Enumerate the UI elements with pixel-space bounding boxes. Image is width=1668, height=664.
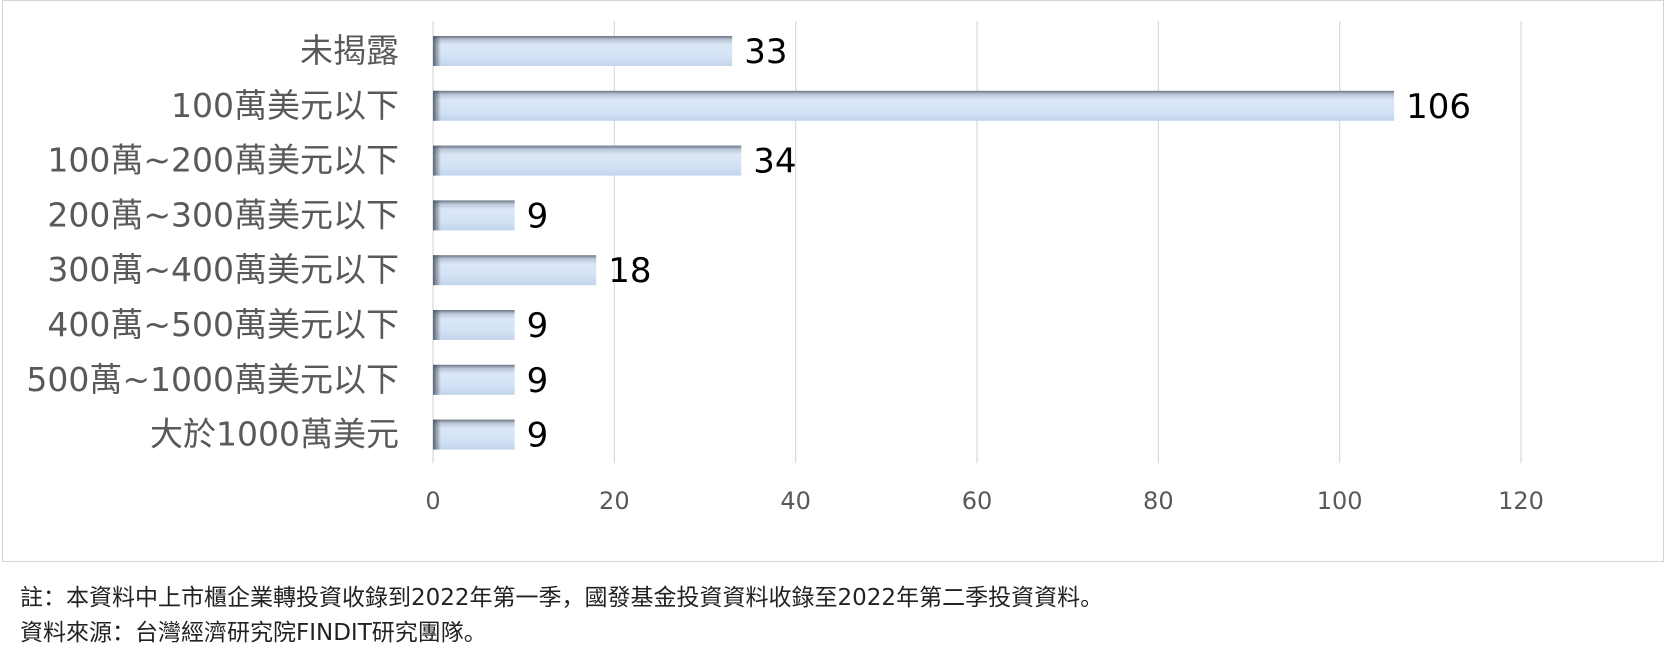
data-label: 18 [608, 251, 651, 291]
bar-edge-shadow [433, 310, 441, 340]
bar [433, 364, 515, 395]
bar-edge-shadow [433, 90, 441, 121]
category-label: 100萬美元以下 [171, 86, 399, 125]
bar [433, 36, 733, 66]
chart-frame: 0 20 40 60 80 100 120 未揭露 33 100萬美元以下 106 100萬~200萬… [2, 0, 1664, 562]
bar [433, 419, 515, 450]
x-tick-label: 120 [1498, 487, 1544, 515]
bar-edge-shadow [433, 255, 441, 286]
data-label: 9 [527, 196, 549, 236]
category-label: 400萬~500萬美元以下 [47, 305, 399, 344]
category-label: 300萬~400萬美元以下 [47, 250, 399, 289]
x-tick-label: 0 [425, 487, 440, 515]
data-label: 33 [744, 32, 787, 72]
bar [433, 145, 742, 176]
bars [433, 36, 1395, 450]
footnote: 註：本資料中上市櫃企業轉投資收錄到2022年第一季，國發基金投資資料收錄至202… [20, 585, 1104, 611]
x-tick-label: 40 [780, 487, 811, 515]
x-tick-label: 80 [1143, 487, 1174, 515]
bar-edge-shadow [433, 145, 441, 176]
bar [433, 200, 515, 231]
category-label: 200萬~300萬美元以下 [47, 195, 399, 234]
category-label: 100萬~200萬美元以下 [47, 141, 399, 180]
category-label: 大於1000萬美元 [150, 415, 399, 454]
data-label: 9 [527, 416, 549, 456]
data-label: 9 [527, 306, 549, 346]
category-label: 未揭露 [300, 31, 399, 70]
bar-edge-shadow [433, 364, 441, 395]
data-label: 9 [527, 361, 549, 401]
x-tick-label: 20 [599, 487, 630, 515]
bar-edge-shadow [433, 200, 441, 231]
bar [433, 255, 597, 286]
gridlines [432, 21, 1522, 463]
bar-edge-shadow [433, 36, 441, 66]
x-tick-label: 60 [962, 487, 993, 515]
bar-edge-shadow [433, 419, 441, 450]
data-label: 34 [753, 142, 796, 182]
bar [433, 310, 515, 340]
x-tick-label: 100 [1317, 487, 1363, 515]
category-label: 500萬~1000萬美元以下 [26, 360, 399, 399]
bar [433, 90, 1395, 121]
labels: 0 20 40 60 80 100 120 未揭露 33 100萬美元以下 106 100萬~200萬… [26, 31, 1544, 515]
source-note: 資料來源：台灣經濟研究院FINDIT研究團隊。 [20, 620, 487, 646]
data-label: 106 [1406, 87, 1471, 127]
horizontal-bar-chart: 0 20 40 60 80 100 120 未揭露 33 100萬美元以下 106 100萬~200萬… [26, 21, 1544, 515]
